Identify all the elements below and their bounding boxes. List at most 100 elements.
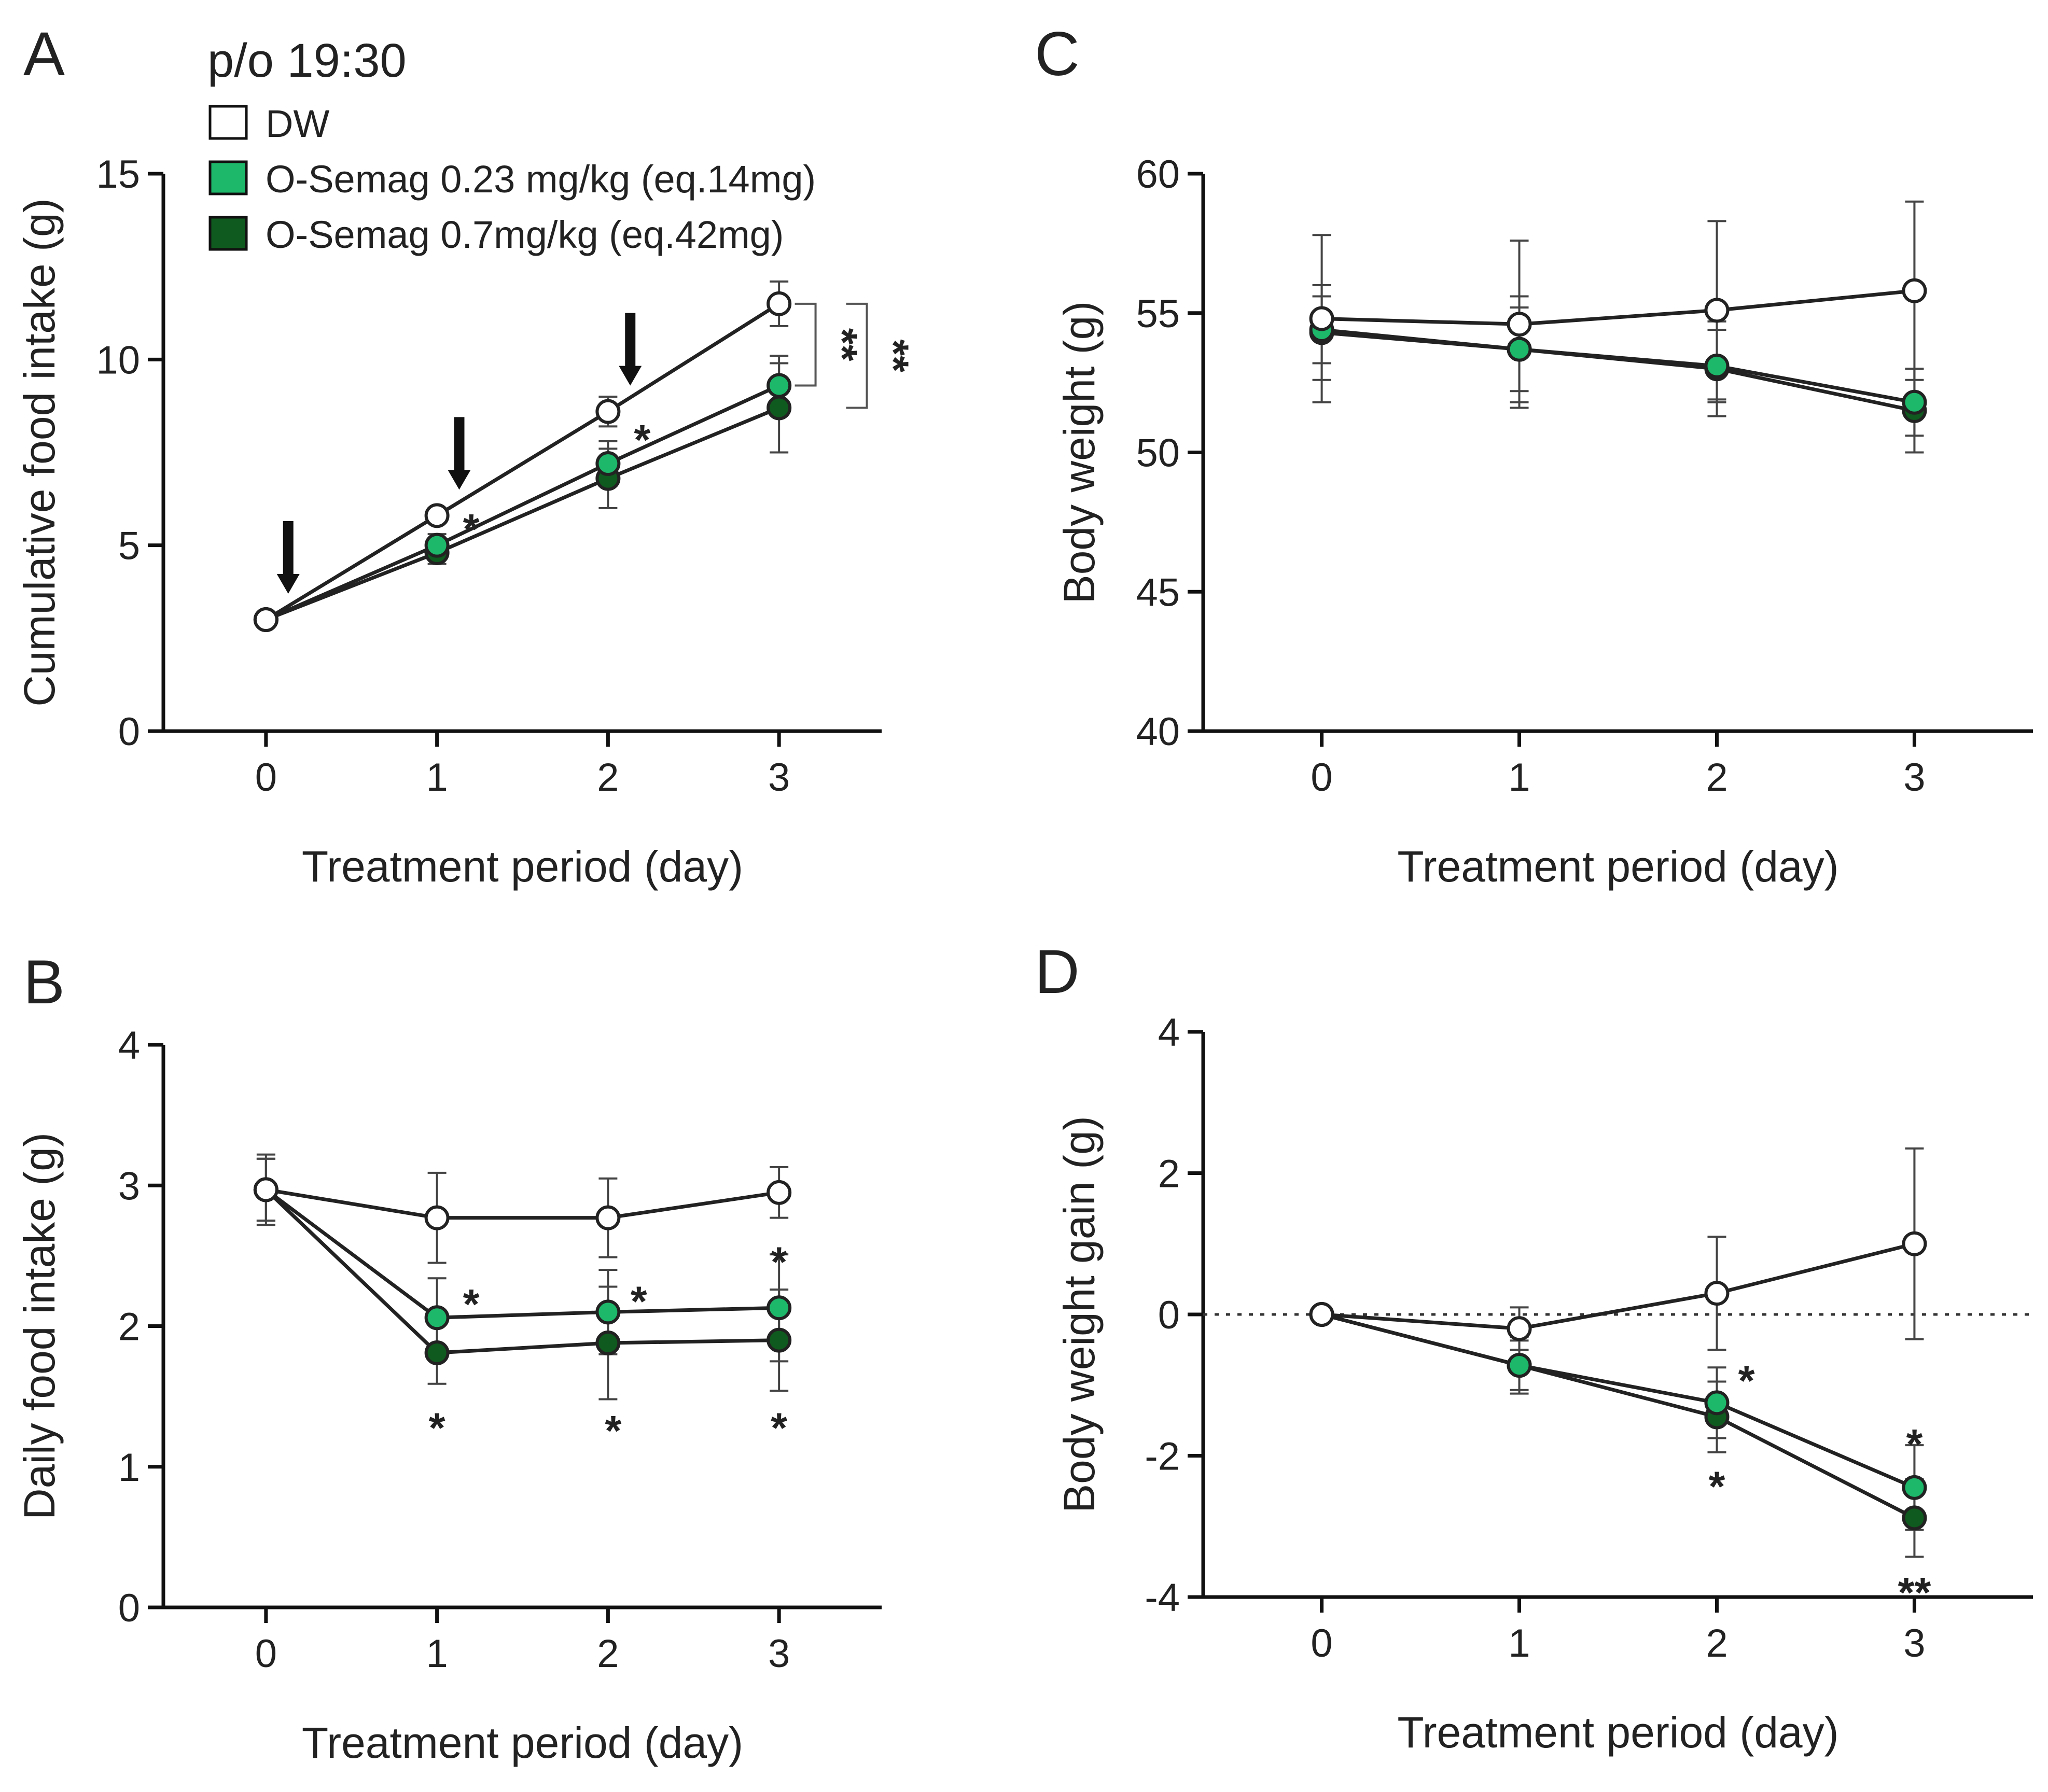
panel-c-line-low-dose (1321, 328, 1915, 404)
panel-a-point-low-dose-1 (424, 533, 450, 558)
panel-a-sig-label-1: * (634, 417, 650, 464)
panel-d-sig-label-1: * (1709, 1463, 1725, 1510)
panel-b-letter: B (23, 947, 65, 1017)
panel-b-point-low-dose-3 (767, 1295, 792, 1321)
panel-a-y-tick-label-1: 5 (118, 524, 140, 568)
panel-d-point-dw-1 (1507, 1316, 1532, 1341)
panel-b-y-tick-label-4: 4 (118, 1024, 140, 1068)
panel-b-x-tick-label-2: 2 (597, 1632, 619, 1676)
panel-d-y-tick-label-1: -2 (1145, 1435, 1180, 1479)
panel-d-y-axis-title: Body weight gain (g) (1055, 1116, 1104, 1513)
panel-b-point-dw-2 (595, 1205, 621, 1230)
panel-b-x-axis-title: Treatment period (day) (302, 1718, 743, 1767)
panel-d-sig-label-3: ** (1898, 1570, 1931, 1617)
panel-d-sig-label-0: * (1738, 1357, 1755, 1405)
panel-b-line-dw (266, 1187, 779, 1220)
panel-b-x-tick-label-3: 3 (768, 1632, 790, 1676)
panel-a-dose-arrow-head-1 (448, 470, 471, 490)
panel-c-x-axis-title: Treatment period (day) (1397, 842, 1838, 891)
panel-d-point-low-dose-1 (1507, 1353, 1532, 1378)
panel-b-sig-label-5: * (771, 1405, 787, 1452)
panel-a-sig-bracket-2 (795, 302, 817, 387)
panel-a-sig-label-2: ** (818, 328, 866, 361)
panel-b-point-dw-1 (424, 1205, 450, 1230)
panel-a-x-axis-title: Treatment period (day) (302, 842, 743, 891)
panel-d-point-low-dose-3 (1902, 1475, 1927, 1500)
panel-b-y-tick-label-0: 0 (118, 1586, 140, 1630)
panel-c-point-low-dose-2 (1704, 353, 1730, 379)
panel-d-y-tick-label-4: 4 (1158, 1011, 1180, 1055)
panel-d-letter: D (1035, 937, 1080, 1006)
panel-c-y-tick-label-4: 60 (1136, 152, 1180, 197)
panel-d-y-tick-label-3: 2 (1158, 1152, 1180, 1196)
panel-a-point-dw-2 (595, 399, 621, 424)
panel-a-line-dw (265, 302, 781, 621)
panel-d-x-tick-label-2: 2 (1706, 1621, 1727, 1665)
panel-a-sig-bracket-3 (846, 302, 868, 409)
panel-a-y-tick-label-0: 0 (118, 710, 140, 754)
panel-d-y-tick-label-0: -4 (1145, 1576, 1180, 1620)
panel-c-x-tick-label-3: 3 (1903, 755, 1925, 800)
panel-c-y-tick-label-3: 55 (1136, 292, 1180, 336)
panel-a-dose-arrow-head-2 (619, 366, 642, 386)
panel-b-line-low-dose (264, 1188, 779, 1320)
panel-c-letter: C (1035, 19, 1080, 89)
panel-b-sig-label-0: * (463, 1281, 480, 1328)
panel-c-x-tick-label-0: 0 (1311, 755, 1332, 800)
panel-d-point-dw-3 (1902, 1231, 1927, 1256)
panel-c-x-tick-label-1: 1 (1508, 755, 1530, 800)
legend-header: p/o 19:30 (207, 34, 407, 87)
panel-a-letter: A (23, 19, 65, 89)
legend-label-dw: DW (266, 102, 329, 145)
panel-b-point-high-dose-3 (767, 1327, 792, 1353)
panel-c-point-low-dose-3 (1902, 389, 1927, 415)
panel-c-line-dw (1321, 289, 1915, 326)
panel-c: C 40 45 50 55 60 0 1 2 3 Treatment period (day) Bod… (1035, 19, 2033, 891)
panel-b-sig-label-2: * (771, 1239, 787, 1286)
panel-c-point-dw-0 (1309, 306, 1334, 331)
panel-b-point-dw-3 (767, 1180, 792, 1205)
panel-b-y-tick-label-2: 2 (118, 1305, 140, 1349)
legend: p/o 19:30 DW O-Semag 0.23 mg/kg (eq.14mg… (207, 34, 816, 256)
panel-d-line-dw (1321, 1242, 1915, 1331)
panel-c-y-axis-title: Body weight (g) (1055, 301, 1104, 604)
panel-d-sig-label-2: * (1906, 1421, 1922, 1468)
panel-a-point-low-dose-3 (767, 373, 792, 398)
panel-b-y-tick-label-3: 3 (118, 1164, 140, 1208)
panel-b-y-tick-label-1: 1 (118, 1446, 140, 1490)
panel-d-line-low-dose (1321, 1312, 1915, 1490)
panel-a: A 0 5 10 15 0 1 2 3 Treatment period (day) Cumulat… (15, 19, 917, 891)
panel-d-point-high-dose-3 (1902, 1505, 1927, 1531)
panel-c-y-tick-label-2: 50 (1136, 431, 1180, 475)
panel-d-x-axis-title: Treatment period (day) (1397, 1708, 1838, 1757)
panel-a-point-dw-1 (424, 503, 450, 528)
panel-a-dose-arrow-head-0 (276, 574, 300, 594)
panel-c-point-low-dose-1 (1507, 337, 1532, 362)
panel-d-x-tick-label-1: 1 (1508, 1621, 1530, 1665)
legend-swatch-low-dose (208, 160, 248, 195)
panel-b-point-dw-0 (253, 1177, 278, 1202)
panel-d-point-dw-0 (1309, 1302, 1334, 1327)
panel-b-point-low-dose-1 (424, 1305, 450, 1331)
panel-a-line-high-dose (265, 406, 780, 622)
panel-a-y-axis-title: Cumulative food intake (g) (15, 198, 64, 706)
panel-b-point-low-dose-2 (595, 1299, 621, 1325)
panel-c-point-dw-3 (1902, 278, 1927, 303)
panel-c-y-tick-label-0: 40 (1136, 710, 1180, 754)
panel-b-x-tick-label-0: 0 (255, 1632, 277, 1676)
panel-a-sig-label-0: * (463, 506, 480, 553)
legend-swatch-high-dose (208, 216, 248, 251)
panel-a-point-dw-3 (767, 291, 792, 316)
panel-b-point-high-dose-2 (595, 1331, 621, 1356)
panel-a-point-high-dose-3 (767, 395, 792, 421)
panel-d-point-low-dose-2 (1704, 1390, 1730, 1416)
legend-label-low-dose: O-Semag 0.23 mg/kg (eq.14mg) (266, 158, 816, 201)
legend-label-high-dose: O-Semag 0.7mg/kg (eq.42mg) (266, 213, 784, 256)
panel-c-x-tick-label-2: 2 (1706, 755, 1727, 800)
panel-a-y-tick-label-2: 10 (96, 338, 140, 382)
panel-a-x-tick-label-3: 3 (768, 755, 790, 800)
panel-b-sig-label-3: * (429, 1405, 445, 1452)
panel-c-y-tick-label-1: 45 (1136, 570, 1180, 614)
